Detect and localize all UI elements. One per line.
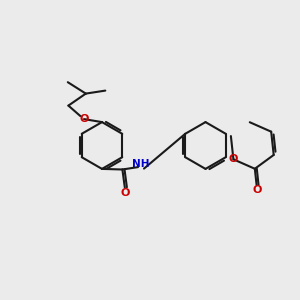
Text: O: O <box>79 114 89 124</box>
Text: O: O <box>253 185 262 195</box>
Text: O: O <box>121 188 130 198</box>
Text: NH: NH <box>132 159 149 169</box>
Text: O: O <box>229 154 238 164</box>
